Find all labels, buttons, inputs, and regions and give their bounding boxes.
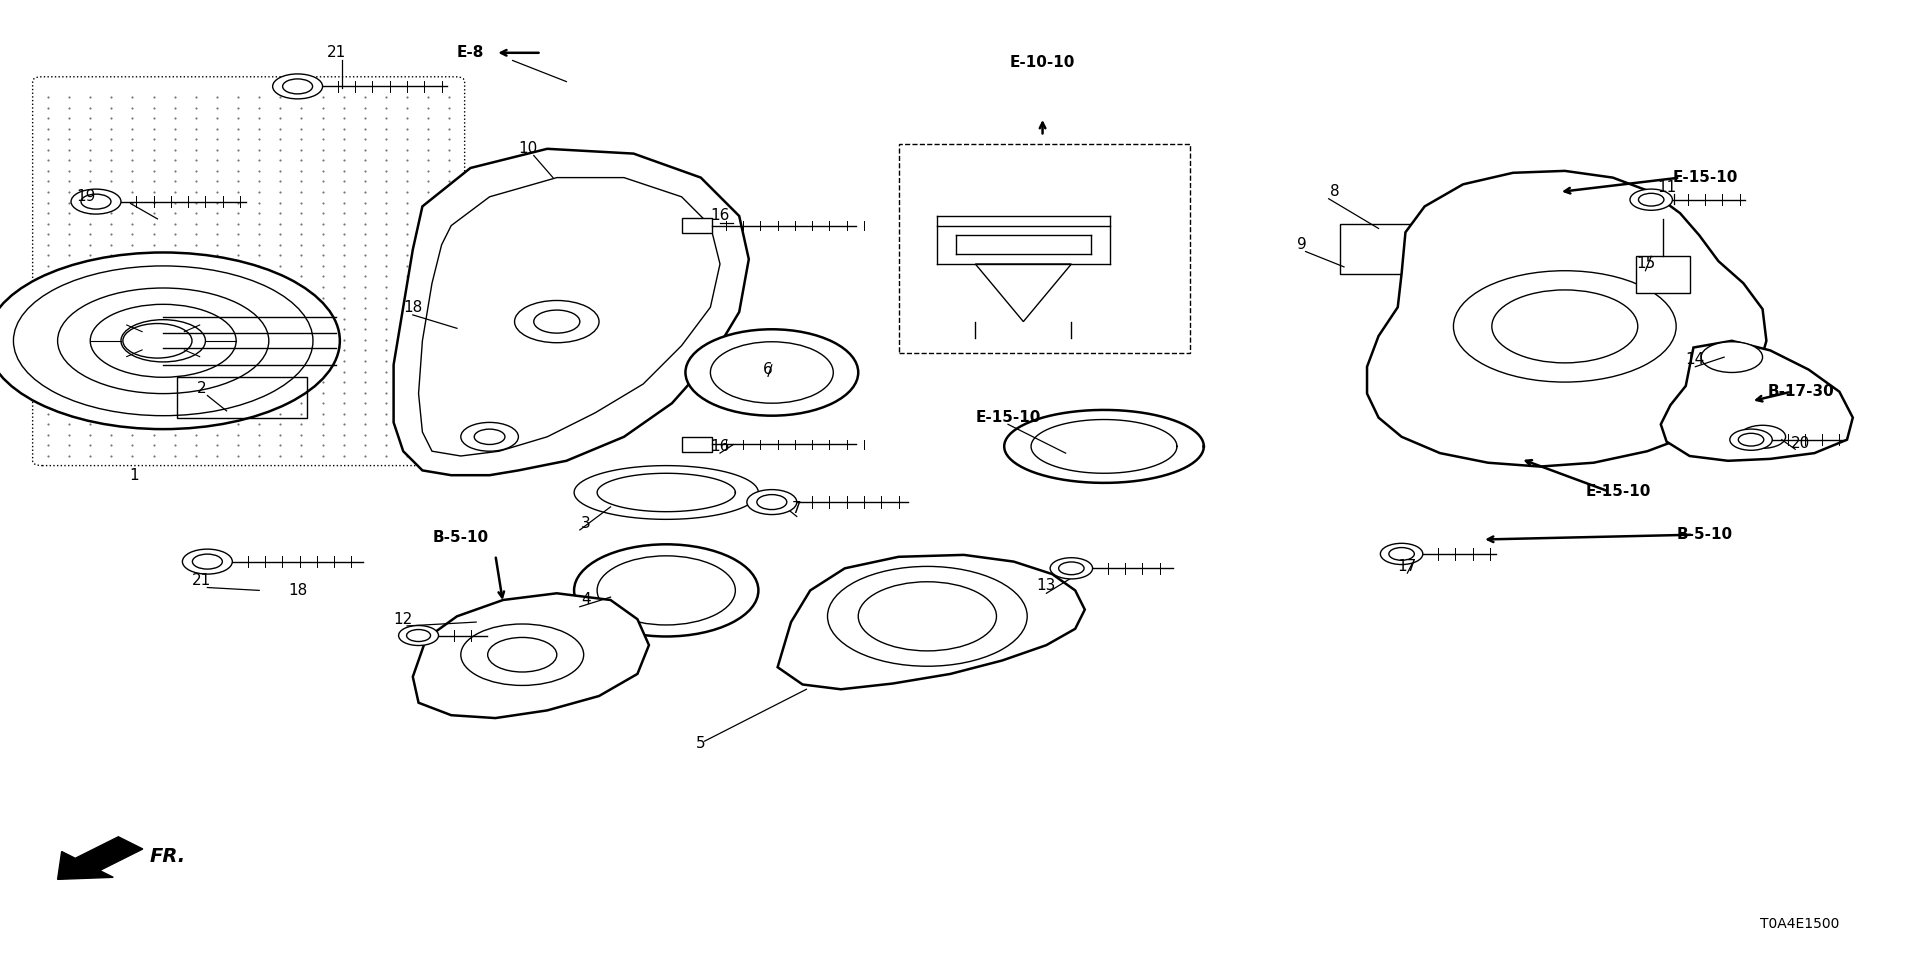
Circle shape: [1701, 342, 1763, 372]
Text: 17: 17: [1398, 559, 1417, 574]
Text: E-15-10: E-15-10: [1586, 484, 1651, 499]
Text: 21: 21: [326, 45, 346, 60]
Text: 13: 13: [1037, 578, 1056, 593]
Polygon shape: [778, 555, 1085, 689]
Circle shape: [71, 189, 121, 214]
Text: 9: 9: [1296, 237, 1308, 252]
Text: 12: 12: [394, 612, 413, 627]
Circle shape: [461, 624, 584, 685]
Text: B-5-10: B-5-10: [1676, 527, 1734, 542]
Text: 18: 18: [288, 583, 307, 598]
Polygon shape: [1367, 171, 1766, 467]
Circle shape: [1740, 425, 1786, 448]
Circle shape: [121, 320, 205, 362]
Text: E-15-10: E-15-10: [975, 410, 1041, 425]
Text: 2: 2: [196, 381, 207, 396]
Text: 3: 3: [580, 516, 591, 531]
Polygon shape: [1661, 341, 1853, 461]
Text: FR.: FR.: [150, 847, 186, 866]
Bar: [899, 144, 1190, 353]
Text: 6: 6: [762, 362, 774, 377]
Circle shape: [574, 544, 758, 636]
Text: 4: 4: [580, 592, 591, 608]
Circle shape: [515, 300, 599, 343]
Text: 18: 18: [403, 300, 422, 315]
Circle shape: [685, 329, 858, 416]
Text: 21: 21: [192, 573, 211, 588]
Circle shape: [1630, 189, 1672, 210]
Circle shape: [0, 252, 340, 429]
Text: 7: 7: [791, 501, 803, 516]
Text: 10: 10: [518, 141, 538, 156]
Text: 16: 16: [710, 439, 730, 454]
Circle shape: [273, 74, 323, 99]
Bar: [682, 218, 712, 233]
Circle shape: [534, 310, 580, 333]
Bar: [1636, 256, 1690, 293]
Text: B-17-30: B-17-30: [1768, 384, 1834, 399]
Circle shape: [1050, 558, 1092, 579]
Polygon shape: [394, 149, 749, 475]
Text: T0A4E1500: T0A4E1500: [1761, 917, 1839, 930]
Text: 14: 14: [1686, 352, 1705, 368]
Text: E-15-10: E-15-10: [1672, 170, 1738, 185]
Text: 20: 20: [1791, 436, 1811, 451]
Circle shape: [461, 422, 518, 451]
Text: 11: 11: [1657, 180, 1676, 195]
Circle shape: [1380, 543, 1423, 564]
Text: E-10-10: E-10-10: [1010, 55, 1075, 70]
Bar: [177, 377, 307, 418]
Text: 16: 16: [710, 208, 730, 224]
Text: E-8: E-8: [457, 45, 484, 60]
Text: B-5-10: B-5-10: [432, 530, 490, 545]
Polygon shape: [413, 593, 649, 718]
Text: 19: 19: [77, 189, 96, 204]
Circle shape: [747, 490, 797, 515]
Circle shape: [182, 549, 232, 574]
FancyArrow shape: [58, 837, 142, 879]
Bar: [682, 437, 712, 452]
Circle shape: [1730, 429, 1772, 450]
Circle shape: [399, 626, 438, 645]
Bar: [1340, 224, 1413, 274]
Text: 5: 5: [695, 736, 707, 752]
Text: 15: 15: [1636, 256, 1655, 272]
Text: 1: 1: [129, 468, 140, 483]
Text: 8: 8: [1329, 184, 1340, 200]
